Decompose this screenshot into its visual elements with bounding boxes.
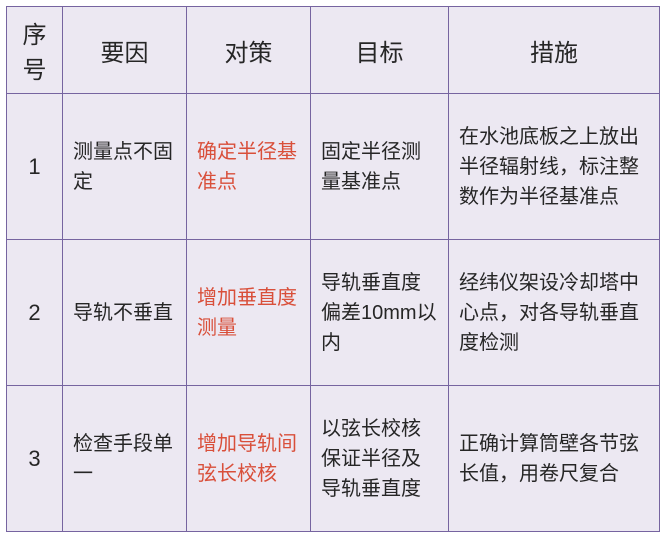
col-header-seq: 序号 xyxy=(7,7,63,94)
cell-measure: 正确计算筒壁各节弦长值，用卷尺复合 xyxy=(449,386,660,532)
table-row: 1 测量点不固定 确定半径基准点 固定半径测量基准点 在水池底板之上放出半径辐射… xyxy=(7,94,660,240)
cell-seq: 3 xyxy=(7,386,63,532)
cell-goal: 以弦长校核保证半径及导轨垂直度 xyxy=(311,386,449,532)
cell-factor: 检查手段单一 xyxy=(63,386,187,532)
cell-measure: 经纬仪架设冷却塔中心点，对各导轨垂直度检测 xyxy=(449,240,660,386)
cell-strategy: 确定半径基准点 xyxy=(187,94,311,240)
table-row: 3 检查手段单一 增加导轨间弦长校核 以弦长校核保证半径及导轨垂直度 正确计算筒… xyxy=(7,386,660,532)
countermeasure-table: 序号 要因 对策 目标 措施 1 测量点不固定 确定半径基准点 固定半径测量基准… xyxy=(6,6,660,532)
cell-seq: 2 xyxy=(7,240,63,386)
table-row: 2 导轨不垂直 增加垂直度测量 导轨垂直度偏差10mm以内 经纬仪架设冷却塔中心… xyxy=(7,240,660,386)
table-header-row: 序号 要因 对策 目标 措施 xyxy=(7,7,660,94)
cell-strategy: 增加垂直度测量 xyxy=(187,240,311,386)
cell-factor: 导轨不垂直 xyxy=(63,240,187,386)
col-header-goal: 目标 xyxy=(311,7,449,94)
col-header-factor: 要因 xyxy=(63,7,187,94)
cell-factor: 测量点不固定 xyxy=(63,94,187,240)
cell-goal: 固定半径测量基准点 xyxy=(311,94,449,240)
cell-strategy: 增加导轨间弦长校核 xyxy=(187,386,311,532)
cell-seq: 1 xyxy=(7,94,63,240)
col-header-measure: 措施 xyxy=(449,7,660,94)
cell-goal: 导轨垂直度偏差10mm以内 xyxy=(311,240,449,386)
cell-measure: 在水池底板之上放出半径辐射线，标注整数作为半径基准点 xyxy=(449,94,660,240)
col-header-strategy: 对策 xyxy=(187,7,311,94)
